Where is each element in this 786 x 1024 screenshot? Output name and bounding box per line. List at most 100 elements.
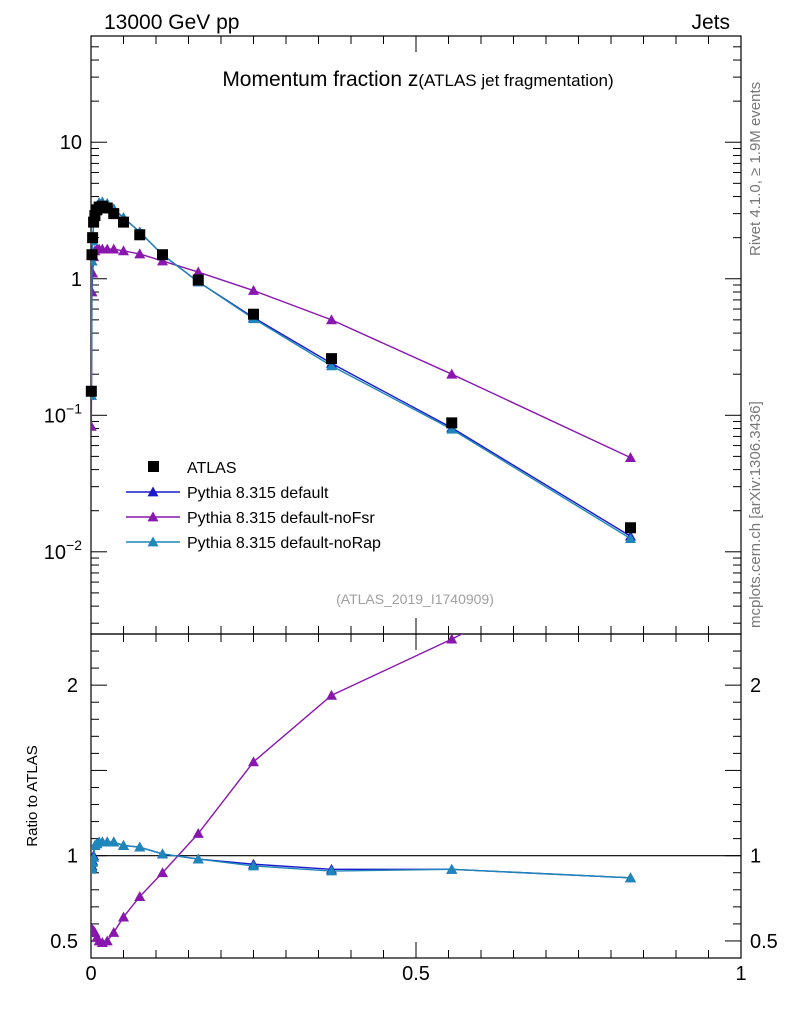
main-point-atlas [248,308,259,320]
ratio-point-noRap [446,863,458,874]
legend-label: Pythia 8.315 default [187,485,329,502]
main-point-noRap [625,533,636,543]
main-point-noFsr [248,285,259,295]
plot-title-main: Momentum fraction z [222,68,418,91]
plot-title: Momentum fraction z(ATLAS jet fragmentat… [222,68,613,91]
ratio-line-noRap [91,841,631,879]
ratio-point-noFsr [118,911,129,922]
main-point-noFsr [134,248,146,259]
main-point-noFsr [157,255,168,266]
legend-marker [147,511,159,522]
ratio-point-noRap [625,872,636,883]
legend-marker [147,486,159,497]
main-point-atlas [118,216,129,228]
main-ytick-label: 10−2 [44,537,82,564]
main-point-atlas [101,202,113,214]
main-point-atlas [86,249,98,261]
main-point-atlas [157,249,168,261]
main-point-noFsr [91,420,97,431]
legend-label: ATLAS [187,460,237,477]
ratio-ytick-label: 2 [67,675,78,697]
main-point-atlas [326,353,337,365]
xtick-label: 0 [85,963,96,985]
main-point-noFsr [91,267,99,278]
ratio-point-noRap [91,851,100,862]
plot-title-sub: (ATLAS jet fragmentation) [418,71,613,90]
ratio-point-noFsr [101,935,113,946]
legend-marker [147,536,159,547]
legend-item-default: Pythia 8.315 default [126,485,329,502]
ratio-line-default [91,841,631,879]
ratio-point-noFsr [134,891,146,902]
main-ytick-label: 10−1 [44,400,82,427]
ratio-point-noFsr [625,543,636,553]
ratio-point-noFsr [446,634,458,644]
main-point-atlas [446,417,458,429]
ratio-point-noRap [157,848,168,859]
ratio-point-noFsr [326,689,337,700]
header-left: 13000 GeV pp [104,11,239,34]
legend: ATLAS Pythia 8.315 default Pythia 8.315 de… [126,460,381,552]
xtick-label: 0.5 [402,963,430,985]
main-point-atlas [88,216,100,228]
ratio-point-noRap [134,841,146,852]
main-point-atlas [108,208,120,220]
legend-item-noFsr: Pythia 8.315 default-noFsr [126,510,375,527]
header-right: Jets [691,11,730,34]
ratio-point-noRap [118,839,129,850]
ratio-point-noFsr [108,926,120,937]
ratio-ylabel: Ratio to ATLAS [24,745,41,846]
main-series-atlas [85,200,636,534]
main-point-atlas [134,229,146,241]
main-point-atlas [192,274,204,286]
ratio-point-noRap [192,853,204,864]
ratio-line-noFsr [91,634,464,944]
legend-item-noRap: Pythia 8.315 default-noRap [126,535,381,552]
data-series [85,196,636,948]
legend-item-atlas: ATLAS [148,460,237,477]
main-point-atlas [85,385,97,397]
main-line-noFsr [91,248,631,459]
ratio-point-noRap [108,836,120,847]
main-point-atlas [625,522,636,534]
main-point-noFsr [192,266,204,277]
ratio-ytick-label-right: 1 [750,846,761,868]
ratio-point-noRap [326,865,337,876]
main-point-noFsr [625,452,636,462]
main-ytick-label: 1 [71,269,82,291]
main-ytick-label: 10 [60,132,82,154]
ratio-series-default [91,836,636,883]
ratio-point-noFsr [192,828,204,838]
main-point-noRap [446,423,458,434]
main-point-noFsr [326,314,337,325]
main-point-noFsr [446,368,458,379]
ratio-point-noFsr [157,867,168,878]
xtick-label: 1 [735,963,746,985]
main-point-noFsr [108,243,120,254]
legend-label: Pythia 8.315 default-noFsr [187,510,375,527]
rivet-version-label: Rivet 4.1.0, ≥ 1.9M events [747,82,764,256]
legend-marker [148,461,159,472]
ratio-point-noFsr [248,756,259,767]
ratio-series-noFsr [91,543,636,948]
main-point-atlas [89,210,101,222]
legend-label: Pythia 8.315 default-noRap [187,535,381,552]
main-line-noRap [91,201,631,540]
main-line-default [91,201,631,537]
main-series-default [91,196,636,541]
mcplots-label: mcplots.cern.ch [arXiv:1306.3436] [747,401,764,628]
main-series-noFsr [91,243,636,462]
ratio-ytick-label: 1 [67,846,78,868]
ratio-series-noRap [91,836,636,883]
main-point-noFsr [91,286,98,297]
main-series-noRap [91,196,636,543]
analysis-id: (ATLAS_2019_I1740909) [336,591,494,607]
ratio-ytick-label-right: 0.5 [750,931,778,953]
main-point-atlas [87,232,99,244]
main-point-noRap [326,360,337,371]
ratio-plot-frame [90,633,742,959]
ratio-ytick-label-right: 2 [750,675,761,697]
main-point-noFsr [118,245,129,256]
